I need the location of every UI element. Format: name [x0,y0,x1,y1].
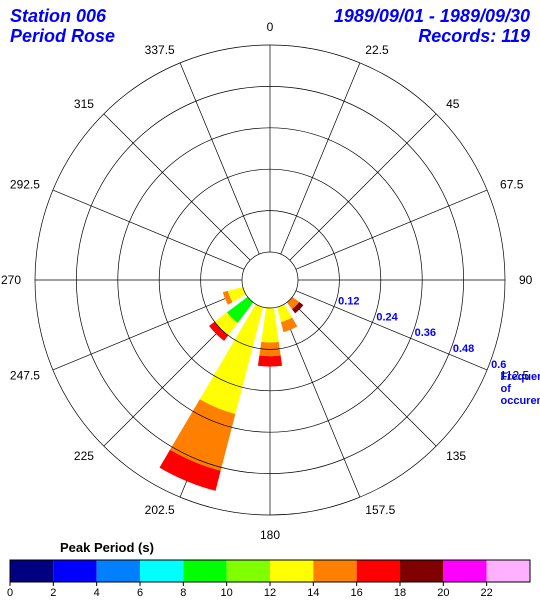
radial-tick-label: 0.36 [415,327,436,339]
legend-title: Peak Period (s) [60,540,154,555]
rose-bar-segment [261,308,278,343]
angular-tick-label: 135 [446,449,466,463]
rose-svg: 022.54567.590112.5135157.5180202.5225247… [0,0,540,600]
legend-swatch [443,560,486,582]
angular-tick-label: 22.5 [365,43,389,57]
frequency-label: Frequency [500,371,540,383]
date-range: 1989/09/01 - 1989/09/30 [334,6,530,27]
legend-swatch [313,560,356,582]
legend-tick-label: 16 [351,587,363,599]
angular-tick-label: 315 [74,97,94,111]
legend-tick-label: 0 [7,587,13,599]
angular-tick-label: 225 [74,449,94,463]
angular-tick-label: 67.5 [500,178,524,192]
legend-swatch [400,560,443,582]
legend-tick-label: 6 [137,587,143,599]
legend-swatch [140,560,183,582]
records-count: Records: 119 [418,26,530,47]
legend-tick-label: 22 [481,587,493,599]
frequency-label: occurence [500,395,540,407]
radial-tick-label: 0.12 [338,296,359,308]
angular-tick-label: 337.5 [145,43,175,57]
station-title: Station 006 [10,6,106,27]
legend-swatch [10,560,53,582]
legend-tick-label: 20 [437,587,449,599]
legend-swatch [357,560,400,582]
legend-swatch [97,560,140,582]
rose-bars [159,287,303,491]
radial-tick-label: 0.24 [376,311,398,323]
frequency-label: of [500,383,511,395]
legend-swatch [53,560,96,582]
rose-chart: Station 006 Period Rose 1989/09/01 - 198… [0,0,540,600]
angular-tick-label: 180 [260,528,280,542]
legend-swatch [183,560,226,582]
angular-tick-label: 90 [519,273,533,287]
radial-tick-label: 0.48 [453,343,474,355]
legend-tick-label: 18 [394,587,406,599]
angular-tick-label: 202.5 [145,503,175,517]
legend-tick-label: 4 [94,587,100,599]
legend-tick-label: 12 [264,587,276,599]
angular-tick-label: 247.5 [10,368,40,382]
legend-tick-label: 14 [307,587,319,599]
angular-tick-label: 157.5 [365,503,395,517]
rose-bar-segment [258,356,282,367]
legend-swatch [270,560,313,582]
angular-tick-label: 0 [267,20,274,34]
legend-tick-label: 10 [221,587,233,599]
legend-tick-label: 2 [50,587,56,599]
radial-labels: 0.12 0.24 0.36 0.48 0.6Frequencyofoccurence [338,296,540,407]
chart-subtitle: Period Rose [10,26,115,47]
angular-tick-label: 270 [1,273,21,287]
legend-swatch [487,560,530,582]
radial-tick-label: 0.6 [491,359,506,371]
legend-swatch [227,560,270,582]
legend-tick-label: 8 [180,587,186,599]
legend: Peak Period (s) 0 2 4 6 8 10 12 14 16 18 20 22 [7,540,530,599]
angular-tick-label: 292.5 [10,178,40,192]
angular-tick-label: 45 [446,97,460,111]
